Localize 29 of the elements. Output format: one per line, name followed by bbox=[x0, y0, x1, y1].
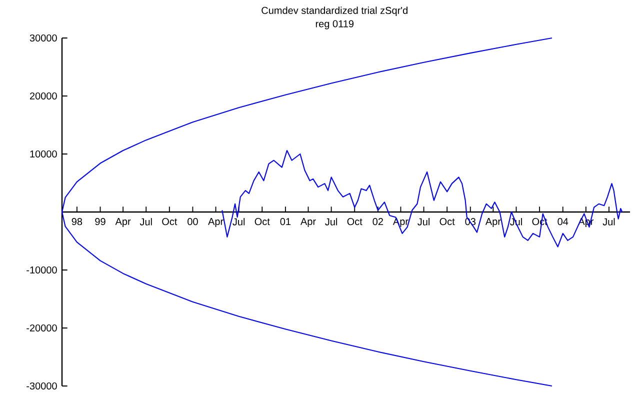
x-tick-label: Oct bbox=[440, 218, 455, 226]
y-tick-label: -10000 bbox=[26, 266, 57, 274]
line-series bbox=[61, 37, 552, 387]
chart-title: Cumdev standardized trial zSqr'd bbox=[262, 6, 408, 16]
x-tick-label: 01 bbox=[280, 218, 291, 226]
x-tick-label: Jul bbox=[325, 218, 338, 226]
x-tick-label: Apr bbox=[115, 218, 131, 227]
y-tick-label: -30000 bbox=[26, 382, 57, 390]
chart-subtitle: reg 0119 bbox=[316, 20, 354, 30]
x-tick-label: Oct bbox=[162, 218, 178, 226]
x-tick-label: Jul bbox=[232, 218, 245, 226]
y-tick-label: 10000 bbox=[30, 150, 57, 158]
y-tick-label: -20000 bbox=[26, 324, 57, 332]
x-tick-label: Jul bbox=[602, 218, 615, 226]
x-tick-label: 04 bbox=[558, 218, 568, 226]
line-series bbox=[222, 150, 623, 248]
x-tick-label: Jul bbox=[140, 218, 152, 226]
x-tick-label: Oct bbox=[254, 218, 270, 226]
x-tick-label: 99 bbox=[95, 218, 106, 226]
x-tick-label: 02 bbox=[372, 218, 383, 226]
x-tick-label: Apr bbox=[208, 218, 224, 227]
x-tick-label: Jul bbox=[418, 218, 430, 226]
x-tick-label: 98 bbox=[72, 218, 82, 226]
y-tick-label: 30000 bbox=[30, 34, 57, 42]
x-tick-label: Apr bbox=[300, 218, 316, 227]
x-tick-label: Apr bbox=[485, 218, 501, 227]
x-tick-label: Oct bbox=[347, 218, 362, 226]
y-tick-label: 20000 bbox=[30, 92, 57, 100]
x-tick-label: 00 bbox=[188, 218, 198, 226]
